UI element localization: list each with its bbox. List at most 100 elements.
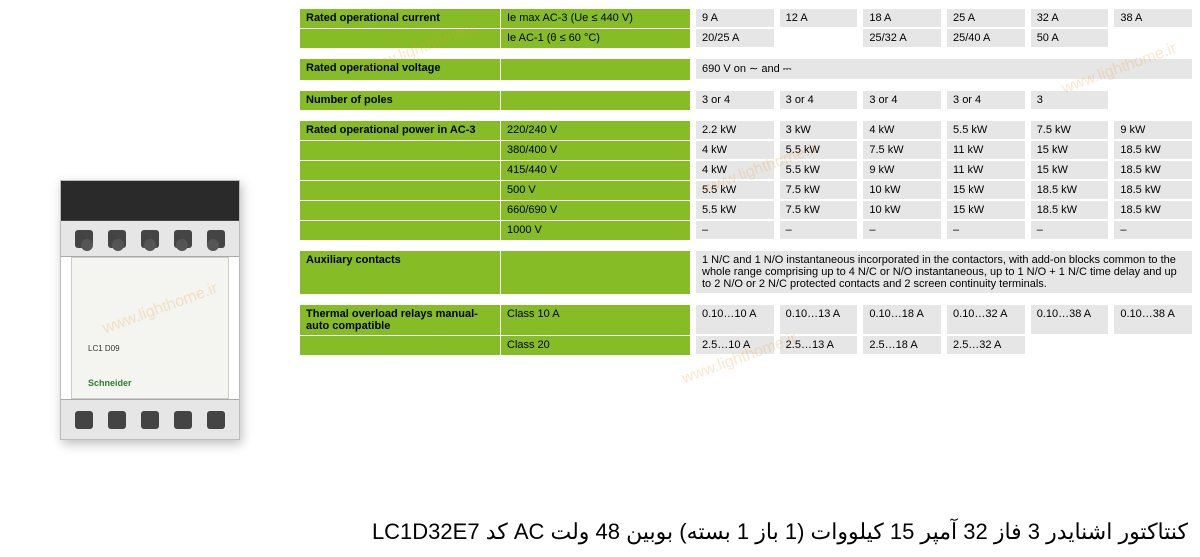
table-row: 380/400 V4 kW5.5 kW7.5 kW11 kW15 kW18.5 … <box>300 140 1192 160</box>
row-label-sub: Ie max AC-3 (Ue ≤ 440 V) <box>500 9 690 28</box>
row-label-sub <box>500 91 690 110</box>
table-row: Number of poles 3 or 4 3 or 4 3 or 4 3 or 4 3 <box>300 90 1192 110</box>
spec-cell: 18.5 kW <box>1114 141 1192 160</box>
spec-cell: 0.10…32 A <box>947 305 1025 335</box>
row-label-main: Rated operational power in AC-3 <box>300 121 500 140</box>
spec-cell <box>780 29 858 48</box>
spec-cell: – <box>1031 221 1109 240</box>
row-label-main <box>300 161 500 180</box>
spec-cell: 2.2 kW <box>696 121 774 140</box>
row-label-main: Thermal overload relays manual-auto comp… <box>300 305 500 335</box>
device-model-label: LC1 D09 <box>88 344 120 353</box>
section-aux: Auxiliary contacts 1 N/C and 1 N/O instan… <box>300 250 1192 294</box>
row-label-sub: 660/690 V <box>500 201 690 220</box>
row-label-sub: 1000 V <box>500 221 690 240</box>
spec-cell: 690 V on ∼ and ⎓ <box>696 59 1192 80</box>
spec-cell: 9 kW <box>1114 121 1192 140</box>
section-rated_current: Rated operational currentIe max AC-3 (Ue… <box>300 8 1192 48</box>
row-label-sub: Class 10 A <box>500 305 690 335</box>
spec-cell: 32 A <box>1031 9 1109 28</box>
spec-cell: 11 kW <box>947 141 1025 160</box>
spec-cell: 25/40 A <box>947 29 1025 48</box>
row-label-main: Number of poles <box>300 91 500 110</box>
spec-cell: 20/25 A <box>696 29 774 48</box>
spec-cell: 18.5 kW <box>1114 201 1192 220</box>
row-label-main <box>300 221 500 240</box>
row-label-main: Rated operational voltage <box>300 59 500 80</box>
spec-cell: 1 N/C and 1 N/O instantaneous incorporat… <box>696 251 1192 294</box>
table-row: Class 202.5…10 A2.5…13 A2.5…18 A2.5…32 A <box>300 335 1192 355</box>
row-label-sub: 415/440 V <box>500 161 690 180</box>
row-label-sub: 500 V <box>500 181 690 200</box>
row-label-main: Auxiliary contacts <box>300 251 500 294</box>
row-label-sub <box>500 251 690 294</box>
contactor-illustration: LC1 D09 Schneider <box>60 180 240 440</box>
spec-cell: 9 kW <box>863 161 941 180</box>
table-row: 500 V5.5 kW7.5 kW10 kW15 kW18.5 kW18.5 k… <box>300 180 1192 200</box>
table-row: Rated operational power in AC-3220/240 V… <box>300 120 1192 140</box>
spec-table: Rated operational currentIe max AC-3 (Ue… <box>300 0 1200 440</box>
spec-cell: 0.10…38 A <box>1114 305 1192 335</box>
row-label-main <box>300 201 500 220</box>
section-thermal: Thermal overload relays manual-auto comp… <box>300 304 1192 355</box>
section-power: Rated operational power in AC-3220/240 V… <box>300 120 1192 240</box>
spec-cell: 3 or 4 <box>863 91 941 110</box>
spec-cell: 3 or 4 <box>696 91 774 110</box>
spec-cell: 4 kW <box>863 121 941 140</box>
spec-cell: 0.10…38 A <box>1031 305 1109 335</box>
spec-cell: 12 A <box>780 9 858 28</box>
spec-cell: – <box>696 221 774 240</box>
row-label-main <box>300 29 500 48</box>
spec-cell: – <box>947 221 1025 240</box>
spec-cell: 15 kW <box>947 181 1025 200</box>
spec-cell: 9 A <box>696 9 774 28</box>
spec-cell: – <box>780 221 858 240</box>
spec-cell: 38 A <box>1114 9 1192 28</box>
table-row: Auxiliary contacts 1 N/C and 1 N/O instan… <box>300 250 1192 294</box>
row-label-main <box>300 141 500 160</box>
spec-cell <box>1114 336 1192 355</box>
table-row: Ie AC-1 (θ ≤ 60 °C) 20/25 A 25/32 A 25/40 A… <box>300 28 1192 48</box>
row-label-sub: Ie AC-1 (θ ≤ 60 °C) <box>500 29 690 48</box>
section-poles: Number of poles 3 or 4 3 or 4 3 or 4 3 or 4 3 <box>300 90 1192 110</box>
spec-cell: 7.5 kW <box>863 141 941 160</box>
row-label-main: Rated operational current <box>300 9 500 28</box>
table-row: 660/690 V5.5 kW7.5 kW10 kW15 kW18.5 kW18… <box>300 200 1192 220</box>
spec-cell: 0.10…10 A <box>696 305 774 335</box>
product-image-area: LC1 D09 Schneider <box>0 0 300 440</box>
spec-cell: 3 or 4 <box>947 91 1025 110</box>
spec-cell: 11 kW <box>947 161 1025 180</box>
spec-cell: 10 kW <box>863 181 941 200</box>
spec-cell: 15 kW <box>1031 161 1109 180</box>
row-label-sub: Class 20 <box>500 336 690 355</box>
spec-cell: 7.5 kW <box>1031 121 1109 140</box>
row-label-main <box>300 181 500 200</box>
spec-cell: 25/32 A <box>863 29 941 48</box>
spec-cell: – <box>1114 221 1192 240</box>
spec-cell: 2.5…32 A <box>947 336 1025 355</box>
product-caption: کنتاکتور اشنایدر 3 فاز 32 آمپر 15 کیلووا… <box>300 519 1188 545</box>
spec-cell: 15 kW <box>947 201 1025 220</box>
spec-cell: 0.10…18 A <box>863 305 941 335</box>
spec-cell: 5.5 kW <box>947 121 1025 140</box>
table-row: 415/440 V4 kW5.5 kW9 kW11 kW15 kW18.5 kW <box>300 160 1192 180</box>
row-label-sub <box>500 59 690 80</box>
spec-cell: 18.5 kW <box>1114 181 1192 200</box>
spec-cell: 50 A <box>1031 29 1109 48</box>
spec-cell: 2.5…10 A <box>696 336 774 355</box>
spec-cell: 3 <box>1031 91 1109 110</box>
spec-cell: 3 or 4 <box>780 91 858 110</box>
table-row: 1000 V–––––– <box>300 220 1192 240</box>
spec-cell: 3 kW <box>780 121 858 140</box>
table-row: Rated operational voltage 690 V on ∼ and … <box>300 58 1192 80</box>
spec-cell: 2.5…13 A <box>780 336 858 355</box>
spec-cell: 25 A <box>947 9 1025 28</box>
spec-cell: 5.5 kW <box>696 181 774 200</box>
spec-cell: 18.5 kW <box>1114 161 1192 180</box>
device-brand-label: Schneider <box>88 378 132 388</box>
section-rated_voltage: Rated operational voltage 690 V on ∼ and … <box>300 58 1192 80</box>
spec-cell: 0.10…13 A <box>780 305 858 335</box>
spec-cell: 4 kW <box>696 161 774 180</box>
spec-cell: 4 kW <box>696 141 774 160</box>
spec-cell: 7.5 kW <box>780 181 858 200</box>
